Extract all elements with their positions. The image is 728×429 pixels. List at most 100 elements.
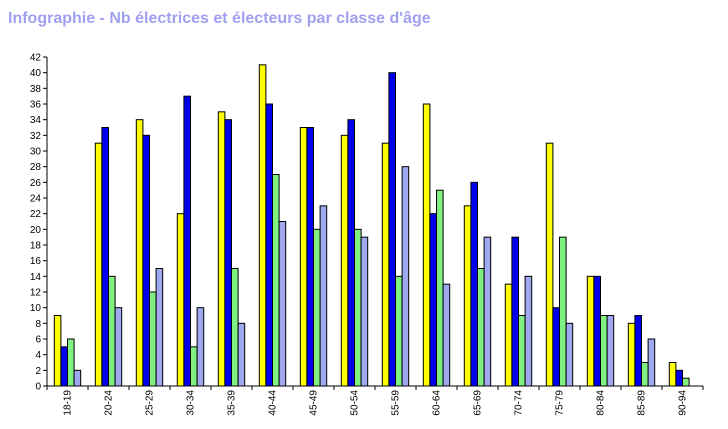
bar-35-39-series-3 <box>231 268 239 387</box>
y-tick-label: 12 <box>30 288 42 299</box>
y-tick-label: 0 <box>35 382 41 393</box>
bar-75-79-series-1 <box>545 142 554 387</box>
x-tick-label: 45-49 <box>309 390 320 416</box>
bar-85-89-series-2 <box>634 315 643 387</box>
bar-35-39-series-4 <box>237 322 246 387</box>
y-tick-label: 40 <box>30 68 42 79</box>
bar-18-19-series-4 <box>73 369 82 387</box>
x-tick-label: 40-44 <box>268 390 279 416</box>
x-tick-label: 25-29 <box>145 390 156 416</box>
y-tick-label: 38 <box>30 84 42 95</box>
bar-80-84-series-3 <box>600 315 608 387</box>
x-tick-label: 55-59 <box>391 390 402 416</box>
y-tick-label: 4 <box>35 350 41 361</box>
y-tick-label: 30 <box>30 147 42 158</box>
bar-45-49-series-1 <box>299 127 308 387</box>
y-tick-label: 24 <box>30 194 42 205</box>
bar-20-24-series-2 <box>101 127 110 387</box>
y-tick-label: 16 <box>30 256 42 267</box>
bar-30-34-series-4 <box>196 307 205 387</box>
y-tick-label: 22 <box>30 209 42 220</box>
y-tick-label: 28 <box>30 162 42 173</box>
bar-60-64-series-4 <box>442 283 451 387</box>
bar-25-29-series-4 <box>155 268 164 387</box>
bar-25-29-series-3 <box>149 291 157 387</box>
bar-65-69-series-2 <box>470 181 478 387</box>
bar-90-94-series-1 <box>668 362 677 387</box>
bar-50-54-series-1 <box>340 134 349 387</box>
y-tick-label: 8 <box>35 319 41 330</box>
bar-18-19-series-2 <box>60 346 69 387</box>
bar-80-84-series-2 <box>593 275 602 387</box>
bar-18-19-series-1 <box>53 315 62 387</box>
bar-25-29-series-2 <box>142 134 150 387</box>
x-tick-label: 65-69 <box>473 390 484 416</box>
bar-55-59-series-4 <box>401 166 410 387</box>
bar-75-79-series-3 <box>559 236 567 387</box>
bar-80-84-series-4 <box>606 315 615 387</box>
y-tick-label: 6 <box>35 335 41 346</box>
bar-50-54-series-3 <box>354 228 362 387</box>
bar-55-59-series-2 <box>388 72 396 387</box>
bar-45-49-series-2 <box>306 127 314 387</box>
x-tick-label: 85-89 <box>637 390 648 416</box>
bar-85-89-series-4 <box>647 338 656 387</box>
bar-60-64-series-1 <box>422 103 431 387</box>
y-tick-label: 18 <box>30 241 42 252</box>
x-tick-label: 18-19 <box>63 390 74 416</box>
bar-40-44-series-1 <box>258 64 267 387</box>
bar-70-74-series-4 <box>524 275 533 387</box>
x-tick-label: 80-84 <box>596 390 607 416</box>
x-tick-label: 70-74 <box>514 390 525 416</box>
bar-45-49-series-4 <box>319 205 328 387</box>
y-tick-label: 14 <box>30 272 42 283</box>
bar-30-34-series-1 <box>176 213 185 387</box>
y-tick-label: 10 <box>30 303 42 314</box>
x-axis-ticks: 18-19 20-24 25-29 30-34 35-39 40-44 45-49 50-54… <box>46 386 704 416</box>
bar-70-74-series-1 <box>504 283 513 387</box>
bar-40-44-series-4 <box>278 221 287 387</box>
bar-30-34-series-3 <box>190 346 198 387</box>
bar-60-64-series-2 <box>429 213 437 387</box>
bar-60-64-series-3 <box>436 189 444 387</box>
bar-55-59-series-1 <box>381 142 390 387</box>
bar-18-19-series-3 <box>67 338 75 387</box>
y-tick-label: 2 <box>35 366 41 377</box>
bar-40-44-series-2 <box>265 103 273 387</box>
bar-20-24-series-1 <box>94 142 103 387</box>
bar-70-74-series-3 <box>518 315 526 387</box>
bar-75-79-series-4 <box>565 322 574 387</box>
bar-45-49-series-3 <box>313 228 321 387</box>
bar-50-54-series-4 <box>360 236 369 387</box>
y-tick-label: 32 <box>30 131 42 142</box>
y-tick-label: 20 <box>30 225 42 236</box>
bar-65-69-series-3 <box>477 268 485 387</box>
x-tick-label: 90-94 <box>678 390 689 416</box>
bar-65-69-series-4 <box>483 236 492 387</box>
bar-85-89-series-1 <box>627 322 636 387</box>
x-tick-label: 75-79 <box>555 390 566 416</box>
bar-20-24-series-3 <box>108 275 116 387</box>
x-tick-label: 60-64 <box>432 390 443 416</box>
x-tick-label: 20-24 <box>104 390 115 416</box>
y-tick-label: 36 <box>30 100 42 111</box>
bar-90-94-series-2 <box>675 369 684 387</box>
x-tick-label: 35-39 <box>227 390 238 416</box>
bar-65-69-series-1 <box>463 205 472 387</box>
bar-35-39-series-2 <box>224 119 232 387</box>
bar-40-44-series-3 <box>272 174 280 387</box>
bar-25-29-series-1 <box>135 119 144 387</box>
bar-35-39-series-1 <box>217 111 226 387</box>
y-tick-label: 26 <box>30 178 42 189</box>
bar-70-74-series-2 <box>511 236 519 387</box>
x-tick-label: 50-54 <box>350 390 361 416</box>
y-tick-label: 42 <box>30 53 42 64</box>
bar-80-84-series-1 <box>586 275 595 387</box>
bar-90-94-series-3 <box>682 377 690 387</box>
bar-55-59-series-3 <box>395 275 403 387</box>
bar-20-24-series-4 <box>114 307 123 387</box>
chart-title: Infographie - Nb électrices et électeurs… <box>8 10 431 27</box>
bars <box>53 64 690 387</box>
